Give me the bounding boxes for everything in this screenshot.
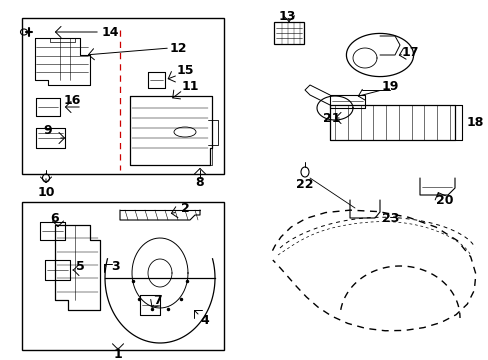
Text: 13: 13 [278, 9, 295, 22]
Text: 8: 8 [195, 175, 204, 189]
Bar [22, 18, 224, 174]
Text: 17: 17 [401, 45, 418, 58]
Text: 21: 21 [323, 112, 340, 125]
Text: 3: 3 [110, 261, 119, 274]
Bar [273, 22, 304, 44]
Text: 23: 23 [381, 211, 399, 225]
Text: 16: 16 [63, 94, 81, 107]
Text: 4: 4 [200, 314, 209, 327]
Text: 20: 20 [435, 194, 453, 207]
Text: 1: 1 [113, 348, 122, 360]
Text: 18: 18 [466, 116, 484, 129]
Text: 14: 14 [101, 26, 119, 39]
Text: 22: 22 [296, 179, 313, 192]
Text: 7: 7 [153, 293, 162, 306]
Text: 5: 5 [76, 261, 84, 274]
Bar [22, 202, 224, 350]
Text: 9: 9 [43, 123, 52, 136]
Text: 12: 12 [169, 41, 186, 54]
Text: 2: 2 [180, 202, 189, 215]
Text: 10: 10 [37, 185, 55, 198]
Text: 15: 15 [176, 63, 193, 77]
Text: 6: 6 [51, 211, 59, 225]
Text: 11: 11 [181, 80, 198, 93]
Text: 19: 19 [381, 80, 398, 93]
